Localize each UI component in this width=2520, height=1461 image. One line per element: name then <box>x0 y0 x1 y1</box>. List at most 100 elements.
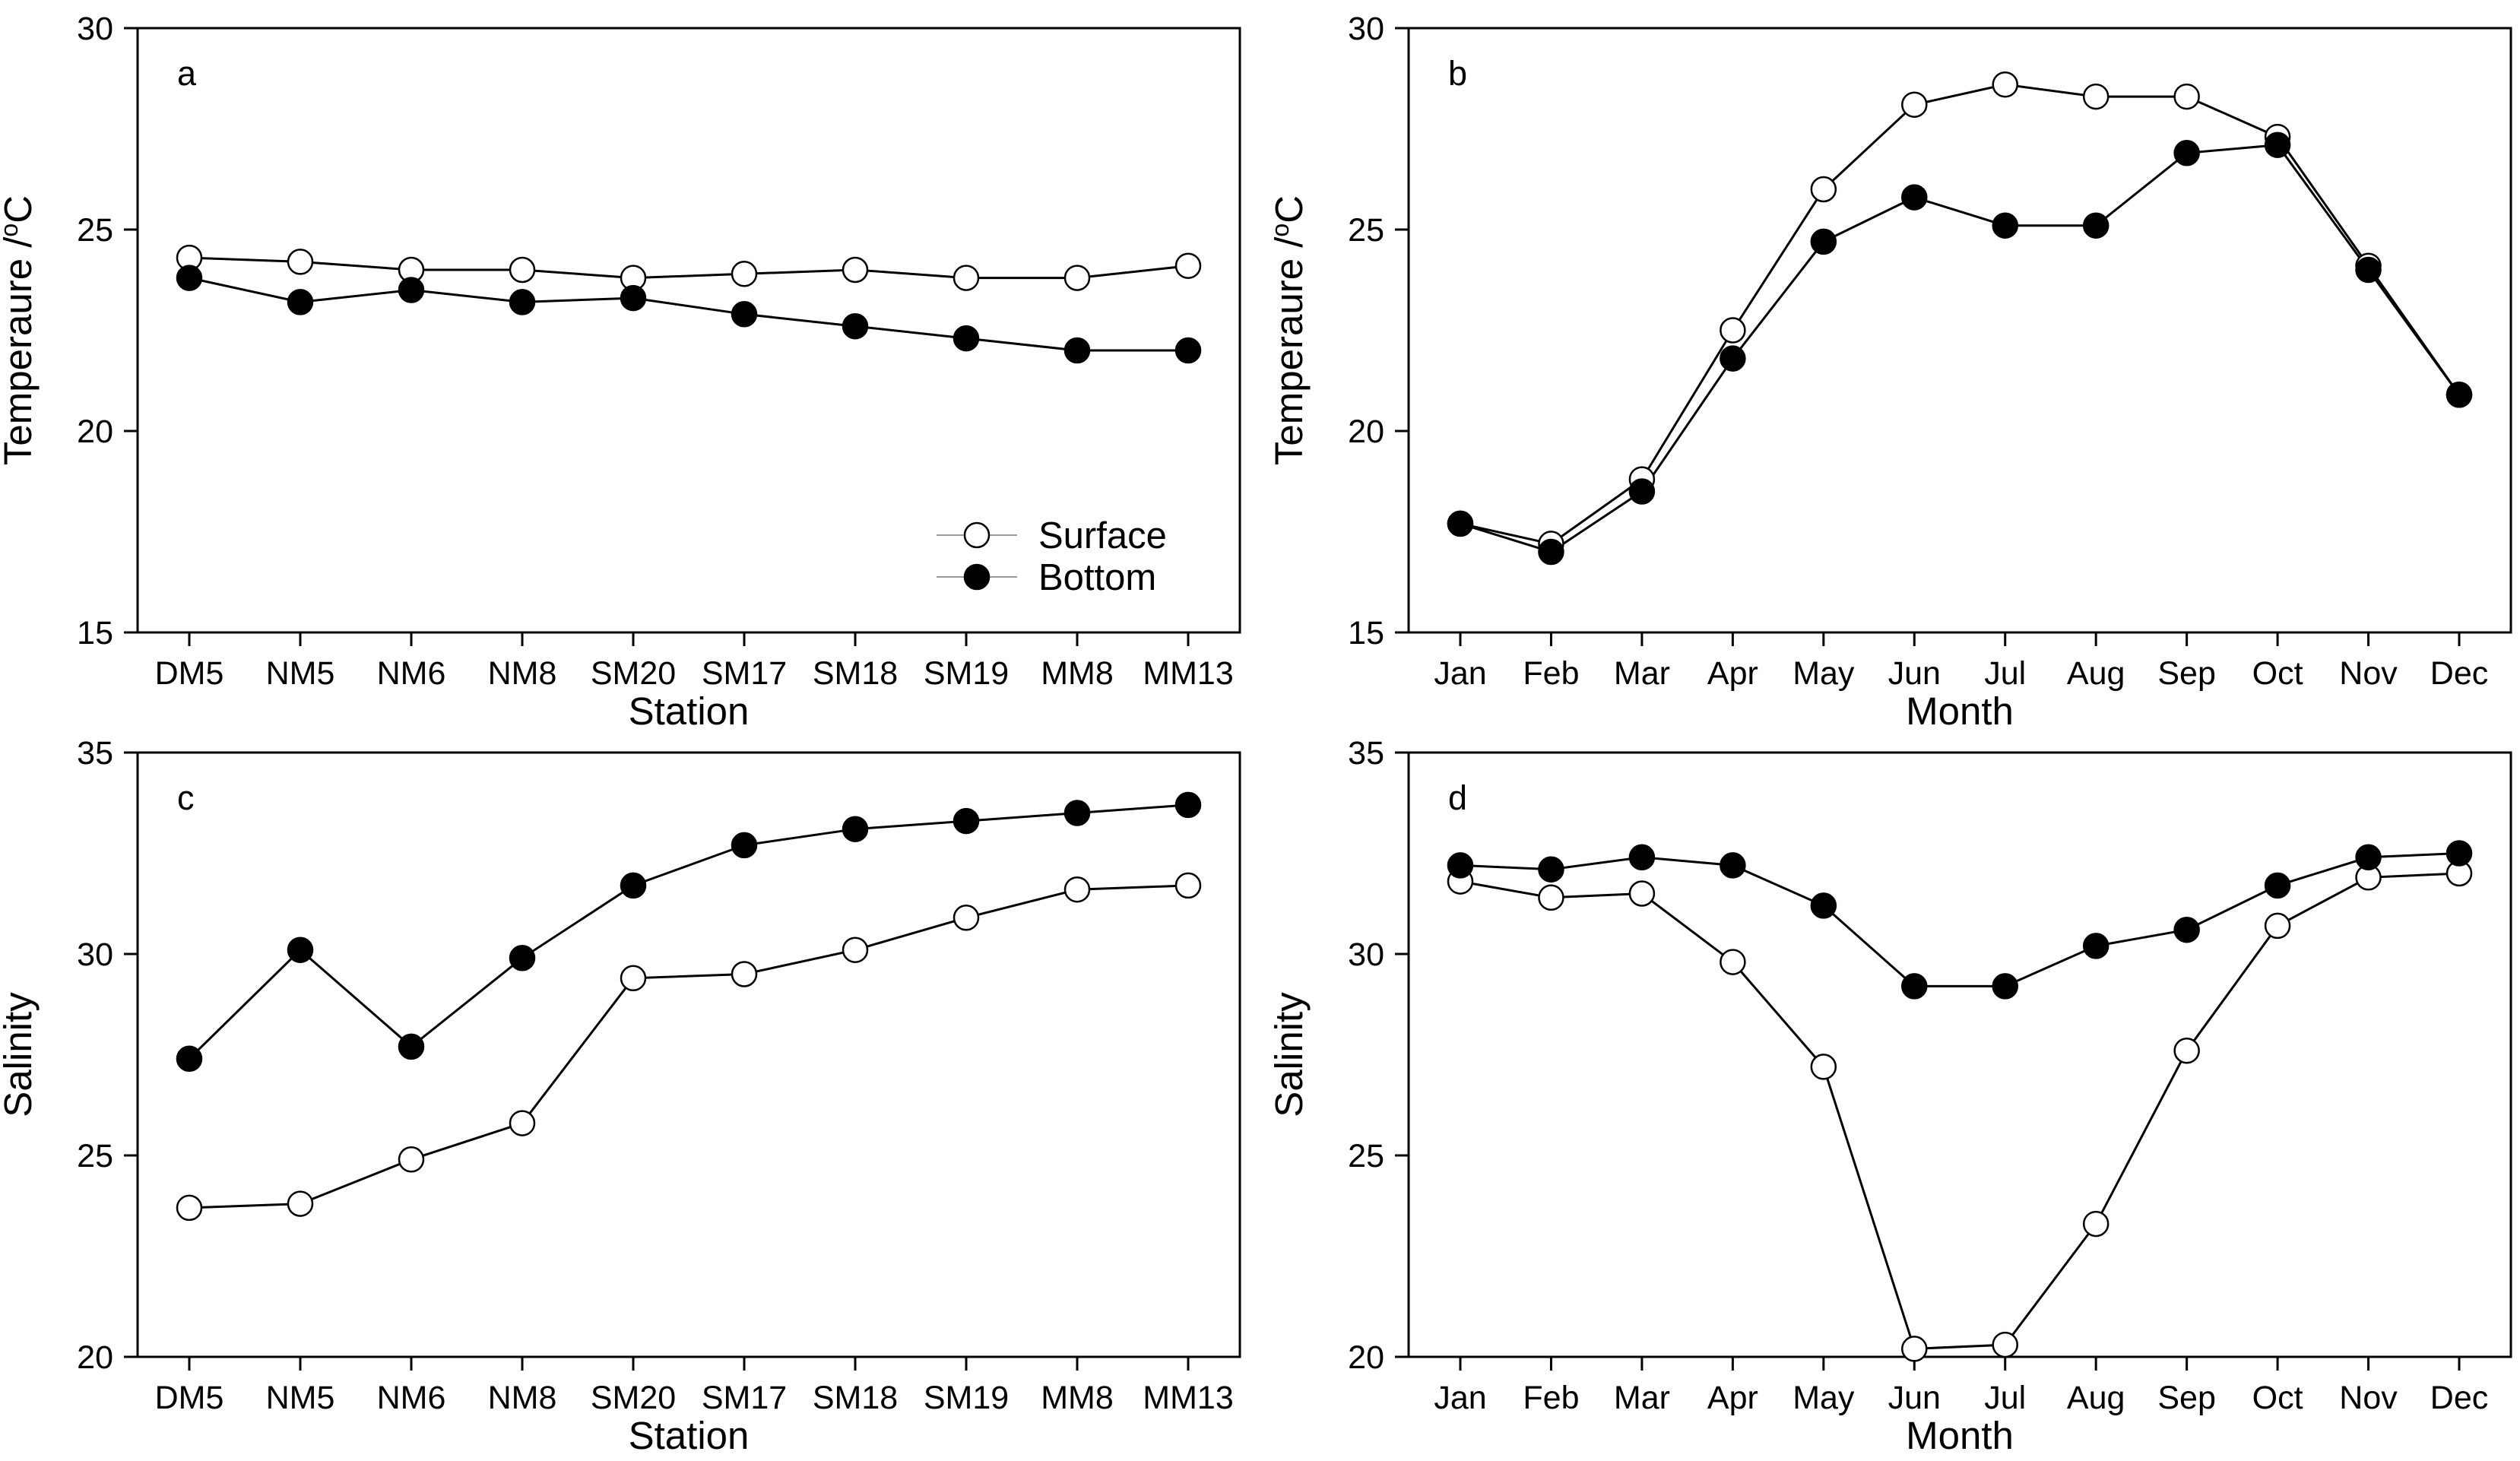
data-point-surface <box>1810 1054 1837 1080</box>
data-point-bottom <box>509 945 536 971</box>
y-axis-title-unit: C <box>0 195 40 223</box>
data-point-bottom <box>842 312 869 340</box>
data-point-surface <box>1720 949 1746 975</box>
x-tick-label: Sep <box>2157 655 2216 692</box>
legend-marker <box>963 521 991 549</box>
y-tick-label: 20 <box>1348 414 1384 450</box>
data-point-bottom <box>1538 538 1564 566</box>
data-point-surface <box>842 256 869 284</box>
y-tick-label: 15 <box>77 615 113 651</box>
x-axis-title: Month <box>1906 1414 2014 1457</box>
x-tick-label: SM18 <box>813 655 898 692</box>
data-point-bottom <box>1901 184 1928 211</box>
data-point-surface <box>953 905 980 931</box>
x-tick-label: Sep <box>2157 1380 2216 1416</box>
data-point-surface <box>2173 83 2200 110</box>
data-point-bottom <box>1174 791 1202 819</box>
y-axis-title: Salinity <box>1267 992 1311 1117</box>
series-line-surface <box>1460 872 2460 1350</box>
data-point-bottom <box>287 936 314 963</box>
series-line-surface <box>189 884 1189 1209</box>
data-point-bottom <box>1447 510 1474 537</box>
panel-letter: b <box>1448 54 1467 93</box>
y-tick-label: 20 <box>77 414 113 450</box>
data-point-bottom <box>2446 840 2473 867</box>
y-tick-label: 25 <box>77 1138 113 1174</box>
y-tick-label: 25 <box>77 212 113 249</box>
panel-letter: a <box>177 54 197 93</box>
data-point-bottom <box>2082 212 2110 239</box>
x-tick-label: Jan <box>1434 655 1486 692</box>
y-axis-title-superscript: o <box>0 223 23 237</box>
x-tick-label: Apr <box>1707 655 1758 692</box>
data-point-bottom <box>2446 382 2473 408</box>
data-point-bottom <box>2264 872 2291 899</box>
data-point-bottom <box>1720 345 1746 372</box>
y-tick-label: 20 <box>1348 1339 1384 1376</box>
y-tick-label: 30 <box>77 11 113 47</box>
series-line-bottom <box>188 803 1189 1060</box>
data-point-surface <box>1992 71 2018 98</box>
x-tick-label: Feb <box>1523 1380 1579 1416</box>
data-point-surface <box>953 265 980 291</box>
x-tick-label: DM5 <box>155 1380 224 1416</box>
x-tick-label: Jul <box>1984 655 2026 692</box>
x-tick-label: Jun <box>1888 1380 1941 1416</box>
data-point-bottom <box>953 325 980 352</box>
data-point-bottom <box>1628 478 1656 505</box>
data-point-bottom <box>620 284 647 312</box>
panel-letter: d <box>1448 778 1467 817</box>
data-point-surface <box>176 1194 203 1222</box>
data-point-bottom <box>176 1045 203 1073</box>
data-point-surface <box>1810 176 1837 203</box>
data-point-surface <box>620 965 647 992</box>
y-tick-label: 30 <box>77 936 113 973</box>
x-tick-label: Dec <box>2430 1380 2488 1416</box>
x-tick-label: Oct <box>2252 1380 2303 1416</box>
legend-bottom: Bottom <box>937 557 1156 598</box>
data-point-surface <box>2264 912 2291 940</box>
x-tick-label: Mar <box>1614 1380 1670 1416</box>
x-tick-label: NM6 <box>377 655 446 692</box>
data-point-bottom <box>2264 132 2291 158</box>
data-point-bottom <box>398 277 425 303</box>
x-tick-label: MM8 <box>1041 1380 1114 1416</box>
legend-label: Surface <box>1038 515 1167 556</box>
x-tick-label: MM13 <box>1143 1380 1233 1416</box>
x-tick-label: SM18 <box>813 1380 898 1416</box>
x-tick-label: Aug <box>2067 1380 2125 1416</box>
data-point-surface <box>842 936 869 963</box>
x-tick-label: MM8 <box>1041 655 1114 692</box>
data-point-surface <box>2173 1037 2200 1064</box>
y-tick-label: 20 <box>77 1339 113 1376</box>
data-point-bottom <box>1063 800 1091 826</box>
data-point-bottom <box>1992 212 2018 239</box>
x-tick-label: DM5 <box>155 655 224 692</box>
y-axis-title-main: Temperaure / <box>0 236 40 465</box>
data-point-surface <box>1174 872 1202 899</box>
panel-letter: c <box>177 778 195 817</box>
data-point-bottom <box>2355 256 2382 284</box>
data-point-bottom <box>176 265 203 291</box>
data-point-surface <box>1901 91 1928 118</box>
data-point-surface <box>1628 880 1656 907</box>
data-point-bottom <box>1063 337 1091 364</box>
x-tick-label: SM19 <box>924 655 1009 692</box>
y-axis-title-superscript: o <box>1266 223 1294 237</box>
data-point-bottom <box>2082 933 2110 959</box>
x-tick-label: Apr <box>1707 1380 1758 1416</box>
x-tick-label: MM13 <box>1143 655 1233 692</box>
data-point-bottom <box>2173 140 2200 166</box>
y-tick-label: 25 <box>1348 1138 1384 1174</box>
x-tick-label: NM8 <box>488 1380 557 1416</box>
data-point-surface <box>2082 1210 2110 1238</box>
x-axis-title: Station <box>629 689 750 733</box>
x-tick-label: Mar <box>1614 655 1670 692</box>
x-axis-title: Station <box>629 1414 750 1457</box>
x-tick-label: May <box>1793 655 1855 692</box>
data-point-surface <box>1174 252 1202 279</box>
x-tick-label: SM20 <box>591 1380 676 1416</box>
legend-label: Bottom <box>1038 557 1156 598</box>
